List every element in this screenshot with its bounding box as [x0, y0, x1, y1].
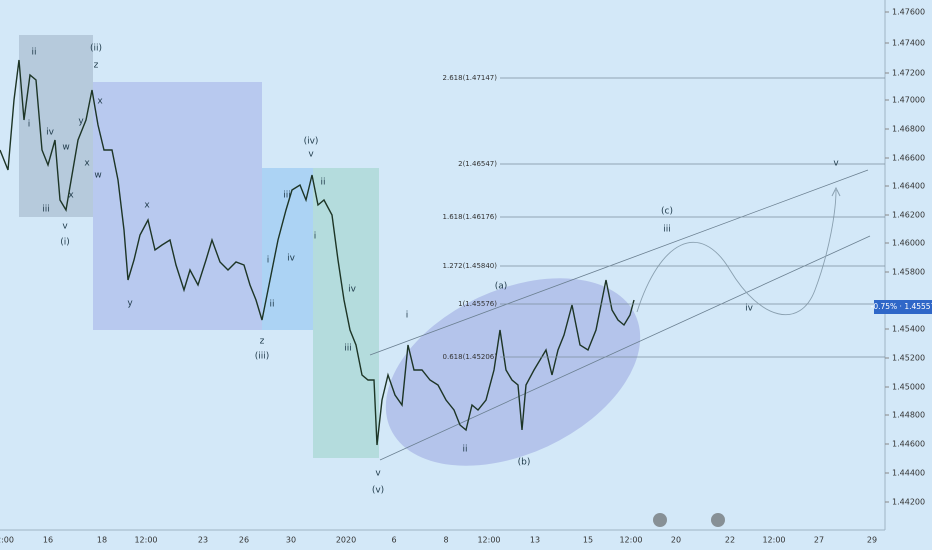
price-label: 1.44200 [892, 498, 925, 507]
wave-label: (v) [372, 486, 384, 496]
price-label: 1.47600 [892, 8, 925, 17]
price-label: 1.46000 [892, 239, 925, 248]
time-label: 16 [43, 536, 53, 545]
wave-label: (iv) [304, 137, 319, 147]
price-tag-bg [874, 300, 932, 314]
wave-label: iii [283, 191, 291, 201]
price-path [0, 59, 635, 446]
wave-label: ii [462, 445, 467, 455]
wave-label: i [267, 256, 270, 266]
price-tag: -0.75% · 1.45557 [871, 302, 932, 311]
time-label: 2:00 [0, 536, 14, 545]
wave-label: w [94, 171, 101, 181]
wave-label: v [62, 222, 68, 232]
time-label: 23 [198, 536, 208, 545]
time-label: 18 [97, 536, 107, 545]
wave-label: (iii) [255, 352, 270, 362]
price-label: 1.45400 [892, 325, 925, 334]
projection-arrow [831, 186, 841, 197]
wave-label: (i) [60, 238, 70, 248]
projection-path [636, 189, 837, 316]
fib-label: 1.272(1.45840) [443, 262, 498, 270]
wave-label: ii [320, 178, 325, 188]
wave-label: y [127, 299, 133, 309]
wave-label: ii [269, 300, 274, 310]
price-label: 1.47400 [892, 39, 925, 48]
time-label: 15 [583, 536, 593, 545]
price-label: 1.46200 [892, 211, 925, 220]
time-label: 12:00 [134, 536, 157, 545]
time-label: 12:00 [619, 536, 642, 545]
price-label: 1.45200 [892, 354, 925, 363]
wave-label: (c) [661, 207, 673, 217]
wave-label: iii [42, 205, 50, 215]
price-label: 1.44400 [892, 469, 925, 478]
price-label: 1.47000 [892, 96, 925, 105]
wave-label: x [97, 97, 103, 107]
price-label: 1.46400 [892, 182, 925, 191]
price-label: 1.45800 [892, 268, 925, 277]
price-label: 1.44600 [892, 440, 925, 449]
time-label: 8 [443, 536, 448, 545]
wave-label: v [833, 159, 839, 169]
wave-label: (b) [518, 458, 531, 468]
channel-line [379, 235, 871, 461]
time-label: 6 [391, 536, 396, 545]
time-label: 12:00 [477, 536, 500, 545]
wave-label: y [78, 117, 84, 127]
event-icon[interactable] [711, 513, 725, 527]
time-label: 2020 [336, 536, 356, 545]
fib-label: 1(1.45576) [458, 300, 497, 308]
wave-label: z [94, 61, 99, 71]
wave-label: x [144, 201, 150, 211]
time-label: 13 [530, 536, 540, 545]
time-label: 26 [239, 536, 249, 545]
price-label: 1.44800 [892, 411, 925, 420]
wave-label: x [68, 191, 74, 201]
fib-label: 1.618(1.46176) [443, 213, 498, 221]
wave-label: (ii) [90, 44, 102, 54]
price-label: 1.47200 [892, 69, 925, 78]
time-label: 29 [867, 536, 877, 545]
wave-label: iv [348, 285, 357, 295]
price-label: 1.46600 [892, 154, 925, 163]
fib-label: 2(1.46547) [458, 160, 497, 168]
wave-label: iii [344, 344, 352, 354]
wave-label: i [406, 311, 409, 321]
wave-label: ii [31, 48, 36, 58]
wave-label: x [84, 159, 90, 169]
wave-label: z [260, 337, 265, 347]
fib-label: 0.618(1.45206) [443, 353, 498, 361]
time-label: 12:00 [762, 536, 785, 545]
wave-label: i [28, 120, 31, 130]
time-label: 22 [725, 536, 735, 545]
time-label: 27 [814, 536, 824, 545]
wave-label: (a) [495, 282, 508, 292]
wave-label: iii [663, 225, 671, 235]
wave-label: iv [46, 128, 55, 138]
price-label: 1.46800 [892, 125, 925, 134]
time-label: 30 [286, 536, 296, 545]
time-label: 20 [671, 536, 681, 545]
event-icon[interactable] [653, 513, 667, 527]
zone-box [19, 35, 93, 217]
channel-line [369, 169, 869, 356]
wave-label: iv [745, 304, 754, 314]
wave-label: v [308, 150, 314, 160]
wave-label: v [375, 469, 381, 479]
fib-label: 2.618(1.47147) [443, 74, 498, 82]
zone-box [93, 82, 262, 330]
price-label: 1.45000 [892, 383, 925, 392]
wave-label: w [62, 143, 69, 153]
wave-label: i [314, 232, 317, 242]
wave-label: iv [287, 254, 296, 264]
